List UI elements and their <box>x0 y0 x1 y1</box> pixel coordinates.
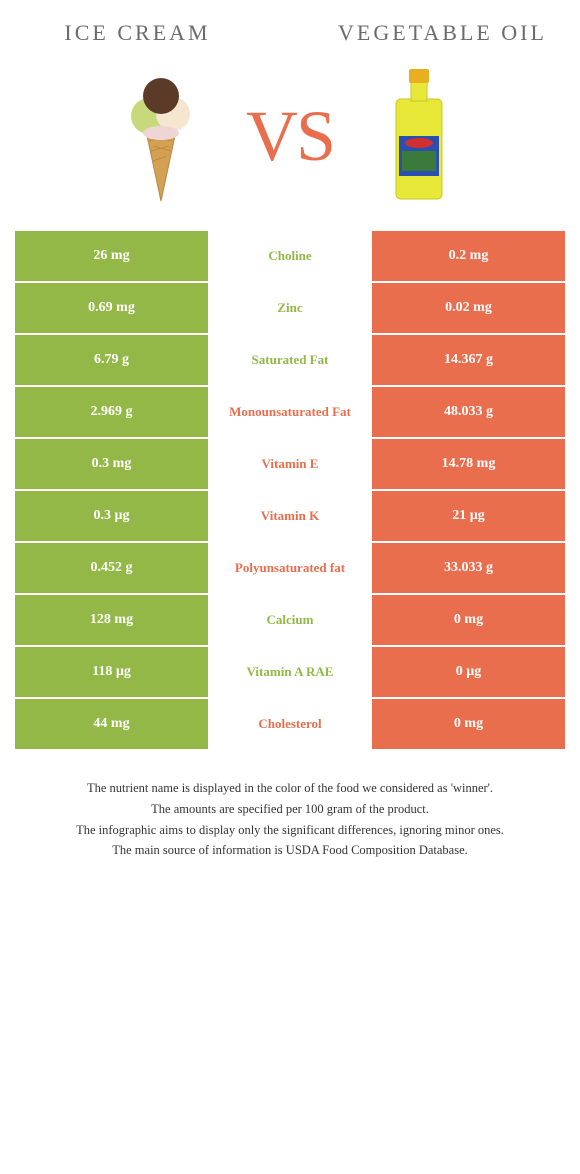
nutrient-name: Cholesterol <box>210 699 370 749</box>
nutrient-name: Vitamin A RAE <box>210 647 370 697</box>
table-row: 128 mgCalcium0 mg <box>15 595 565 645</box>
value-right: 0 mg <box>372 595 565 645</box>
value-right: 48.033 g <box>372 387 565 437</box>
value-right: 14.78 mg <box>372 439 565 489</box>
value-right: 33.033 g <box>372 543 565 593</box>
nutrient-name: Saturated Fat <box>210 335 370 385</box>
table-row: 118 µgVitamin A RAE0 µg <box>15 647 565 697</box>
note-line: The amounts are specified per 100 gram o… <box>35 800 545 819</box>
value-left: 2.969 g <box>15 387 208 437</box>
nutrient-name: Vitamin E <box>210 439 370 489</box>
value-right: 0 mg <box>372 699 565 749</box>
value-left: 44 mg <box>15 699 208 749</box>
nutrient-name: Polyunsaturated fat <box>210 543 370 593</box>
vs-label: VS <box>246 95 334 178</box>
table-row: 2.969 gMonounsaturated Fat48.033 g <box>15 387 565 437</box>
note-line: The infographic aims to display only the… <box>35 821 545 840</box>
value-right: 14.367 g <box>372 335 565 385</box>
value-left: 26 mg <box>15 231 208 281</box>
value-left: 118 µg <box>15 647 208 697</box>
table-row: 0.69 mgZinc0.02 mg <box>15 283 565 333</box>
value-right: 0.02 mg <box>372 283 565 333</box>
title-right: VEGETABLE OIL <box>320 20 565 46</box>
table-row: 6.79 gSaturated Fat14.367 g <box>15 335 565 385</box>
table-row: 26 mgCholine0.2 mg <box>15 231 565 281</box>
vegetable-oil-image <box>354 61 484 211</box>
nutrient-name: Monounsaturated Fat <box>210 387 370 437</box>
title-left: ICE CREAM <box>15 20 260 46</box>
note-line: The nutrient name is displayed in the co… <box>35 779 545 798</box>
value-left: 128 mg <box>15 595 208 645</box>
table-row: 44 mgCholesterol0 mg <box>15 699 565 749</box>
nutrient-name: Zinc <box>210 283 370 333</box>
header-row: ICE CREAM VEGETABLE OIL <box>15 20 565 46</box>
nutrient-name: Calcium <box>210 595 370 645</box>
images-row: VS <box>15 61 565 211</box>
value-left: 0.3 µg <box>15 491 208 541</box>
nutrient-name: Choline <box>210 231 370 281</box>
table-row: 0.3 µgVitamin K21 µg <box>15 491 565 541</box>
value-right: 0 µg <box>372 647 565 697</box>
ice-cream-image <box>96 61 226 211</box>
value-right: 0.2 mg <box>372 231 565 281</box>
comparison-table: 26 mgCholine0.2 mg0.69 mgZinc0.02 mg6.79… <box>15 231 565 749</box>
value-left: 0.69 mg <box>15 283 208 333</box>
table-row: 0.452 gPolyunsaturated fat33.033 g <box>15 543 565 593</box>
notes: The nutrient name is displayed in the co… <box>15 779 565 860</box>
value-left: 0.452 g <box>15 543 208 593</box>
nutrient-name: Vitamin K <box>210 491 370 541</box>
value-right: 21 µg <box>372 491 565 541</box>
value-left: 6.79 g <box>15 335 208 385</box>
value-left: 0.3 mg <box>15 439 208 489</box>
table-row: 0.3 mgVitamin E14.78 mg <box>15 439 565 489</box>
note-line: The main source of information is USDA F… <box>35 841 545 860</box>
